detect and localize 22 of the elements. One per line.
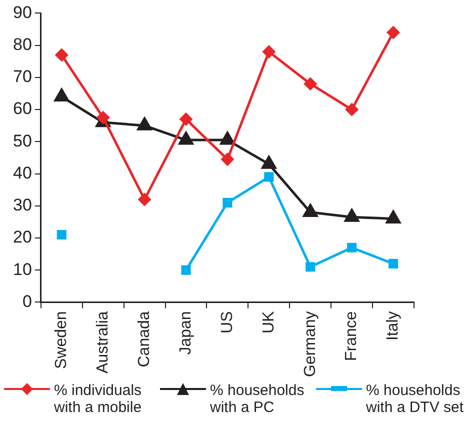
x-tick-label: Italy [384, 311, 402, 341]
y-tick-label: 0 [22, 292, 32, 311]
x-tick-label: US [218, 311, 236, 334]
x-tick-label: Australia [94, 311, 112, 374]
legend-label: % individuals with a mobile [54, 382, 143, 416]
legend-label: % households with a PC [210, 382, 306, 416]
x-tick-label: France [343, 311, 360, 361]
x-tick-label: Canada [136, 311, 153, 368]
legend-label: % households with a DTV set [366, 382, 464, 416]
y-tick-label: 40 [12, 163, 32, 182]
y-tick-label: 90 [12, 2, 32, 22]
y-tick-label: 60 [12, 99, 32, 118]
y-tick-label: 50 [12, 131, 32, 150]
x-tick-label: Japan [177, 311, 194, 355]
y-tick-label: 70 [12, 67, 32, 86]
x-tick-label: Sweden [53, 311, 70, 370]
y-tick-label: 20 [12, 228, 32, 247]
y-tick-label: 80 [12, 35, 32, 54]
y-tick-label: 30 [12, 196, 32, 215]
x-tick-label: Germany [302, 311, 319, 377]
y-tick-label: 10 [12, 260, 32, 279]
x-tick-label: UK [260, 310, 278, 334]
